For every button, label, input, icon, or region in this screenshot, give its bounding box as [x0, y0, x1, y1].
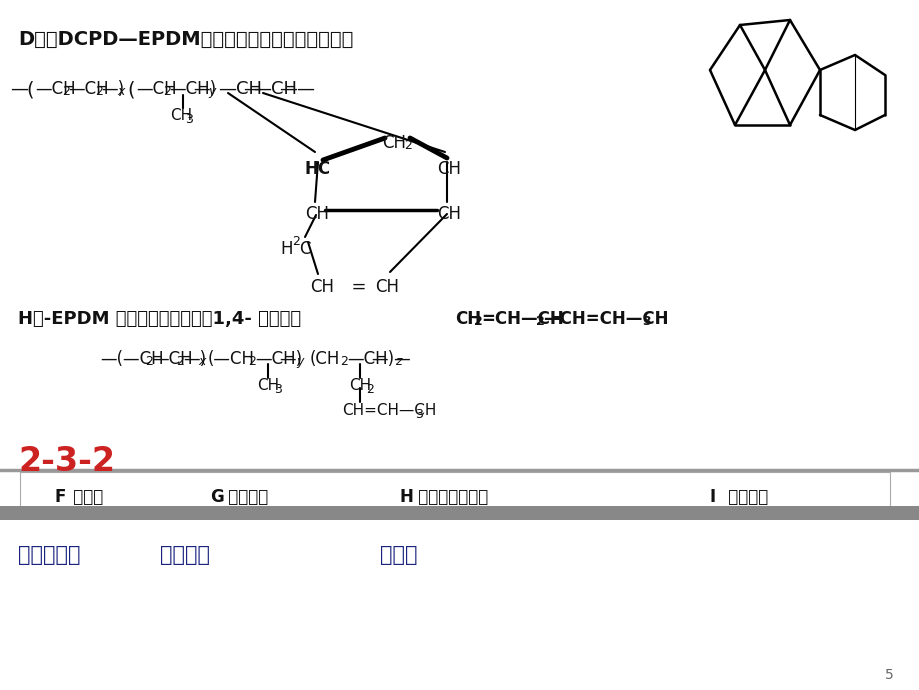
- Text: 2: 2: [62, 85, 70, 98]
- Text: —CH: —CH: [136, 80, 176, 98]
- Text: D型（DCPD—EPDM），第三单体为双环戊二烯：: D型（DCPD—EPDM），第三单体为双环戊二烯：: [18, 30, 353, 49]
- Text: 3: 3: [641, 315, 650, 328]
- Text: CH: CH: [437, 205, 460, 223]
- Text: (—CH: (—CH: [208, 350, 255, 368]
- Text: (: (: [127, 80, 134, 99]
- Text: 2: 2: [248, 355, 255, 368]
- Text: —)—: —)—: [370, 350, 410, 368]
- Text: 塑料或纤维: 塑料或纤维: [18, 545, 81, 565]
- Text: CH: CH: [455, 310, 481, 328]
- Text: 2: 2: [536, 315, 544, 328]
- Text: 3: 3: [414, 408, 423, 421]
- Text: 2: 2: [403, 139, 412, 152]
- Text: —CH: —CH: [152, 350, 192, 368]
- Text: 合成纤维: 合成纤维: [160, 545, 210, 565]
- Text: —CH: —CH: [218, 80, 262, 98]
- Text: 聚异丁烯: 聚异丁烯: [722, 488, 767, 506]
- Text: HC: HC: [305, 160, 331, 178]
- Bar: [20, 472, 889, 510]
- Text: 聚丙烯腈: 聚丙烯腈: [222, 488, 268, 506]
- Text: —CH: —CH: [253, 80, 297, 98]
- Text: 反式聚异戊二烯: 反式聚异戊二烯: [413, 488, 488, 506]
- Text: 3: 3: [274, 383, 281, 396]
- Text: —: —: [10, 80, 28, 98]
- Text: —CH: —CH: [35, 80, 75, 98]
- Text: H型-EPDM 结构式，第三单体为1,4- 已二烯；: H型-EPDM 结构式，第三单体为1,4- 已二烯；: [18, 310, 301, 328]
- Text: —CH=CH—CH: —CH=CH—CH: [542, 310, 668, 328]
- Text: =CH—CH: =CH—CH: [481, 310, 563, 328]
- Text: 2: 2: [340, 355, 347, 368]
- Text: (CH: (CH: [310, 350, 340, 368]
- Text: H: H: [400, 488, 414, 506]
- Text: (: (: [26, 80, 33, 99]
- Text: —): —): [183, 350, 206, 368]
- Text: x: x: [198, 355, 205, 368]
- Bar: [0, 506, 919, 520]
- Text: 2: 2: [176, 355, 184, 368]
- Text: CH: CH: [305, 205, 329, 223]
- Text: z: z: [394, 355, 401, 368]
- Text: CH: CH: [437, 160, 460, 178]
- Text: —CH: —CH: [68, 80, 108, 98]
- Text: ——: ——: [278, 80, 314, 98]
- Text: y: y: [296, 355, 303, 368]
- Text: CH=CH—CH: CH=CH—CH: [342, 403, 436, 418]
- Text: C: C: [299, 240, 311, 258]
- Text: 2: 2: [145, 355, 153, 368]
- Text: 2: 2: [291, 235, 300, 248]
- Text: y: y: [208, 85, 215, 98]
- Text: CH: CH: [256, 378, 278, 393]
- Text: —CH: —CH: [169, 80, 210, 98]
- Text: 2: 2: [163, 85, 171, 98]
- Text: G: G: [210, 488, 223, 506]
- Text: —(—CH: —(—CH: [100, 350, 164, 368]
- Text: x: x: [117, 85, 124, 98]
- Text: —): —): [278, 350, 301, 368]
- Text: 3: 3: [185, 113, 193, 126]
- Text: —CH: —CH: [255, 350, 295, 368]
- Text: F: F: [55, 488, 66, 506]
- Text: —CH: —CH: [346, 350, 387, 368]
- Text: 2: 2: [366, 383, 373, 396]
- Text: 2: 2: [95, 85, 103, 98]
- Text: 2-3-2: 2-3-2: [18, 445, 115, 478]
- Text: —): —): [193, 80, 216, 98]
- Text: CH: CH: [310, 278, 334, 296]
- Text: 聚乙烯: 聚乙烯: [68, 488, 103, 506]
- Text: H: H: [279, 240, 292, 258]
- Text: CH: CH: [170, 108, 192, 123]
- Text: CH: CH: [348, 378, 370, 393]
- Text: CH: CH: [375, 278, 399, 296]
- Text: —: —: [243, 80, 261, 98]
- Text: 杜仲胶: 杜仲胶: [380, 545, 417, 565]
- Text: 2: 2: [473, 315, 482, 328]
- Text: =: =: [340, 278, 378, 296]
- Text: CH: CH: [381, 134, 405, 152]
- Text: —): —): [101, 80, 124, 98]
- Text: 5: 5: [884, 668, 892, 682]
- Text: I: I: [709, 488, 715, 506]
